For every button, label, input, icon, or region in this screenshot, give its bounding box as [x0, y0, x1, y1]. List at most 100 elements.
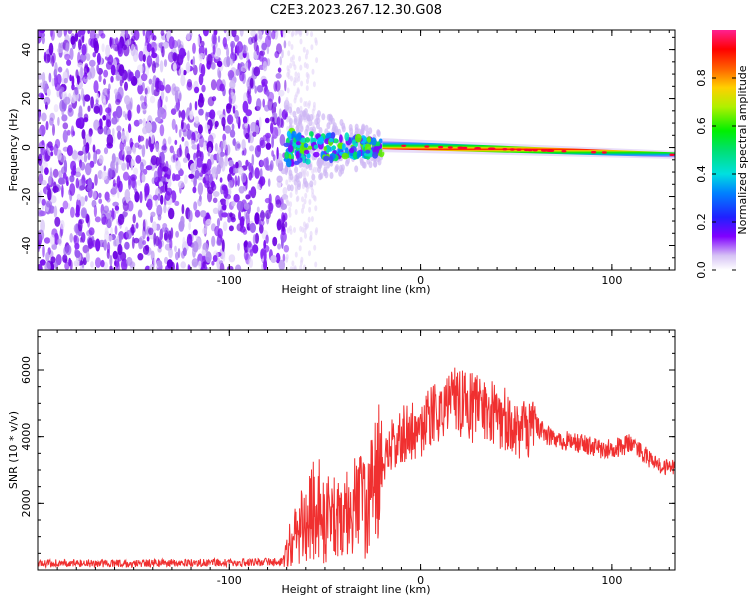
- heatmap-cell: [157, 165, 163, 179]
- heatmap-cell: [160, 185, 165, 192]
- heatmap-cell: [359, 158, 364, 166]
- heatmap-cell: [252, 244, 259, 254]
- heatmap-cell: [53, 205, 58, 218]
- heatmap-cell: [242, 123, 245, 130]
- heatmap-cell: [134, 142, 140, 148]
- heatmap-cell: [256, 206, 260, 213]
- heatmap-cell: [142, 126, 148, 135]
- heatmap-cell: [78, 39, 82, 51]
- heatmap-cell: [45, 120, 49, 131]
- heatmap-cell: [276, 43, 282, 55]
- heatmap-cell: [276, 219, 282, 231]
- heatmap-cell: [281, 235, 284, 249]
- heatmap-cell: [182, 157, 188, 163]
- heatmap-cell: [313, 151, 320, 158]
- heatmap-cell: [300, 256, 304, 263]
- heatmap-cell: [239, 71, 245, 82]
- heatmap-cell: [48, 175, 52, 186]
- heatmap-cell: [311, 68, 315, 75]
- heatmap-cell: [283, 142, 291, 148]
- heatmap-cell: [334, 165, 339, 173]
- heatmap-cell: [57, 66, 63, 73]
- heatmap-cell: [130, 43, 136, 57]
- heatmap-cell: [93, 151, 98, 165]
- heatmap-cell: [219, 83, 225, 92]
- heatmap-cell: [170, 227, 174, 239]
- colorbar-ticks: 0.0 0.2 0.4 0.6 0.8: [695, 69, 736, 279]
- heatmap-cell: [111, 185, 118, 195]
- heatmap-cell: [144, 95, 147, 107]
- heatmap-cell: [236, 41, 244, 53]
- heatmap-cell: [286, 130, 291, 138]
- heatmap-cell: [207, 186, 214, 195]
- heatmap-cell: [42, 245, 45, 258]
- heatmap-cell: [182, 236, 186, 247]
- heatmap-cell: [214, 142, 218, 152]
- heatmap-cell: [256, 85, 264, 93]
- heatmap-cell: [286, 71, 290, 78]
- heatmap-cell: [109, 217, 114, 223]
- heatmap-cell: [310, 44, 314, 51]
- heatmap-cell: [302, 203, 305, 210]
- heatmap-cell: [447, 146, 453, 149]
- heatmap-cell: [103, 165, 107, 172]
- heatmap-cell: [111, 117, 118, 125]
- heatmap-cell: [41, 198, 46, 206]
- heatmap-cell: [38, 209, 44, 217]
- heatmap-cell: [60, 219, 65, 230]
- heatmap-cell: [141, 82, 145, 91]
- heatmap-cell: [141, 144, 146, 158]
- heatmap-cell: [669, 153, 675, 156]
- heatmap-cell: [151, 60, 156, 74]
- heatmap-cell: [148, 227, 154, 236]
- heatmap-cell: [84, 195, 88, 202]
- heatmap-cell: [124, 95, 131, 105]
- heatmap-cell: [298, 55, 302, 62]
- heatmap-cell: [207, 96, 215, 107]
- heatmap-cell: [264, 104, 270, 112]
- heatmap-cell: [265, 132, 271, 139]
- heatmap-cell: [153, 257, 156, 267]
- heatmap-cell: [193, 201, 198, 211]
- heatmap-cell: [266, 46, 270, 55]
- snr-ticks: -100 0 100 2000 4000 6000: [20, 330, 675, 587]
- heatmap-cell: [301, 226, 305, 233]
- heatmap-cell: [192, 241, 199, 253]
- heatmap-cell: [155, 156, 160, 167]
- heatmap-cell: [245, 132, 250, 140]
- heatmap-cell: [132, 213, 136, 224]
- heatmap-cell: [85, 53, 91, 61]
- heatmap-cell: [75, 171, 81, 178]
- heatmap-cell: [166, 259, 173, 269]
- heatmap-cell: [81, 44, 87, 56]
- heatmap-cell: [502, 148, 508, 151]
- heatmap-cell: [204, 47, 208, 56]
- heatmap-cell: [174, 139, 178, 146]
- heatmap-cell: [69, 233, 73, 243]
- heatmap-cell: [228, 72, 233, 81]
- heatmap-cell: [305, 85, 309, 92]
- heatmap-cell: [150, 211, 156, 218]
- heatmap-cell: [113, 43, 120, 52]
- heatmap-cell: [295, 196, 299, 203]
- heatmap-cell: [305, 71, 309, 78]
- heatmap-cell: [251, 188, 255, 195]
- heatmap-cell: [142, 219, 146, 232]
- heatmap-cell: [70, 35, 76, 45]
- heatmap-cell: [282, 30, 286, 39]
- heatmap-cell: [295, 172, 300, 180]
- heatmap-cell: [312, 105, 316, 112]
- heatmap-cell: [194, 116, 200, 124]
- heatmap-cell: [222, 252, 226, 262]
- heatmap-cell: [56, 238, 62, 245]
- heatmap-cell: [146, 236, 150, 242]
- heatmap-cell: [112, 179, 116, 187]
- heatmap-cell: [348, 139, 352, 145]
- heatmap-cell: [224, 155, 228, 167]
- heatmap-cell: [103, 147, 109, 155]
- heatmap-cell: [307, 216, 311, 223]
- heatmap-cell: [151, 47, 155, 55]
- heatmap-cell: [211, 33, 217, 45]
- heatmap-cell: [186, 129, 192, 140]
- heatmap-cell: [221, 212, 228, 218]
